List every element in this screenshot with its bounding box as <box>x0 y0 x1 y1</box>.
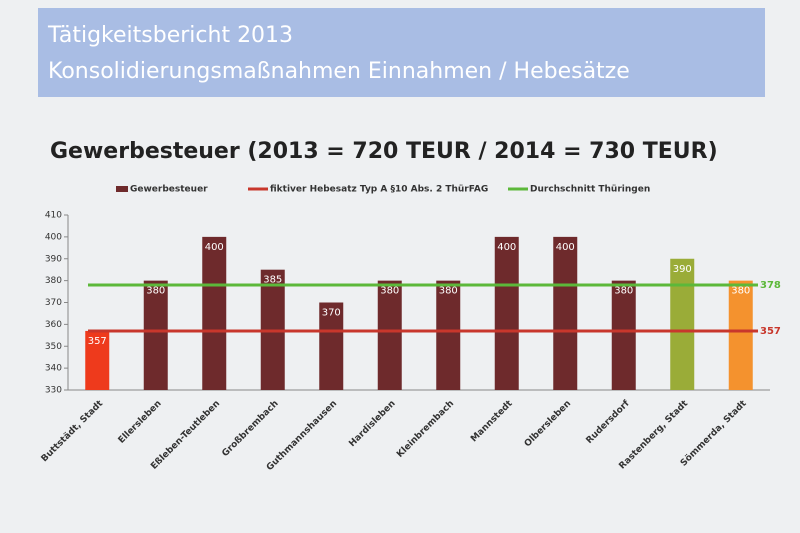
x-tick-label: Großbrembach <box>220 399 280 459</box>
bar <box>436 280 461 390</box>
y-tick-label: 370 <box>45 298 62 308</box>
bar <box>319 302 344 390</box>
data-label: 400 <box>556 242 575 253</box>
data-label: 380 <box>614 286 633 297</box>
bar <box>553 236 578 390</box>
x-tick-label: Rudersdorf <box>584 399 631 446</box>
data-label: 380 <box>380 286 399 297</box>
x-tick-label: Olbersleben <box>523 399 573 449</box>
y-tick-label: 400 <box>45 232 62 242</box>
x-tick-label: Kleinbrembach <box>395 399 456 460</box>
reference-label: 378 <box>760 280 781 291</box>
y-tick-label: 360 <box>45 320 62 330</box>
bar <box>143 280 168 390</box>
legend-label: Gewerbesteuer <box>130 185 208 195</box>
legend-swatch <box>116 186 128 192</box>
data-label: 370 <box>322 308 341 319</box>
y-tick-label: 410 <box>45 211 62 221</box>
bar <box>670 258 695 390</box>
bar <box>728 280 753 390</box>
data-label: 390 <box>673 264 692 275</box>
bar <box>611 280 636 390</box>
reference-label: 357 <box>760 326 781 337</box>
data-label: 357 <box>88 336 107 347</box>
header-box <box>38 8 765 97</box>
legend-label: Durchschnitt Thüringen <box>530 185 650 195</box>
bar <box>202 236 227 390</box>
data-label: 380 <box>731 286 750 297</box>
y-tick-label: 330 <box>45 386 62 396</box>
legend-label: fiktiver Hebesatz Typ A §10 Abs. 2 ThürF… <box>270 185 488 195</box>
chart-title: Gewerbesteuer (2013 = 720 TEUR / 2014 = … <box>50 139 718 164</box>
x-tick-label: Ellersleben <box>117 399 164 446</box>
y-tick-label: 390 <box>45 254 62 264</box>
x-tick-label: Hardisleben <box>347 399 397 449</box>
data-label: 400 <box>205 242 224 253</box>
header-subtitle: Konsolidierungsmaßnahmen Einnahmen / Heb… <box>48 59 630 84</box>
header-title: Tätigkeitsbericht 2013 <box>47 23 293 48</box>
data-label: 385 <box>263 275 282 286</box>
x-tick-label: Sömmerda, Stadt <box>679 398 749 468</box>
data-label: 380 <box>146 286 165 297</box>
y-tick-label: 380 <box>45 276 62 286</box>
x-tick-label: Buttstädt, Stadt <box>40 398 106 464</box>
y-tick-label: 340 <box>45 364 62 374</box>
x-tick-label: Mannstedt <box>469 398 515 444</box>
bar <box>377 280 402 390</box>
bar <box>85 330 110 390</box>
data-label: 380 <box>439 286 458 297</box>
data-label: 400 <box>497 242 516 253</box>
y-tick-label: 350 <box>45 342 62 352</box>
x-tick-label: Eßleben-Teutleben <box>149 399 222 472</box>
bar <box>494 236 519 390</box>
